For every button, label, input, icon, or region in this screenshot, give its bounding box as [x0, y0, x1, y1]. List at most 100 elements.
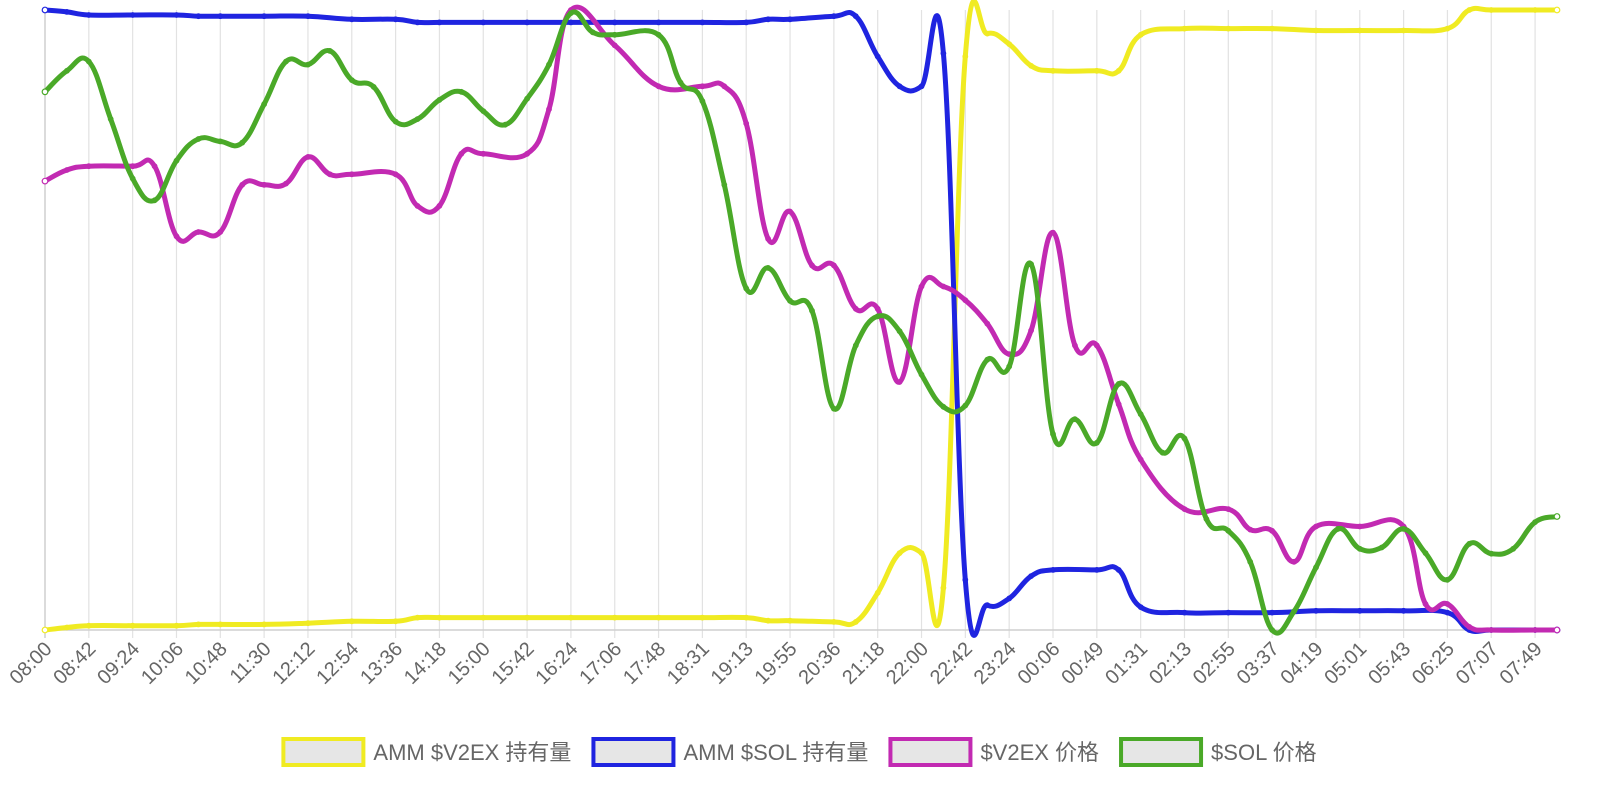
- data-point[interactable]: [1334, 526, 1341, 532]
- data-point[interactable]: [1400, 27, 1407, 34]
- data-point[interactable]: [568, 19, 574, 26]
- data-point[interactable]: [1510, 545, 1517, 552]
- data-point[interactable]: [918, 83, 925, 90]
- data-point[interactable]: [348, 171, 355, 178]
- legend-item[interactable]: AMM $V2EX 持有量: [281, 737, 571, 767]
- data-point[interactable]: [1137, 604, 1144, 610]
- data-point[interactable]: [611, 42, 618, 49]
- data-point[interactable]: [1159, 449, 1166, 456]
- data-point[interactable]: [699, 98, 706, 104]
- data-point[interactable]: [1181, 506, 1188, 513]
- data-point[interactable]: [1400, 526, 1407, 532]
- data-point[interactable]: [568, 10, 574, 17]
- data-point[interactable]: [743, 614, 750, 621]
- data-point[interactable]: [765, 265, 771, 271]
- data-point[interactable]: [392, 16, 399, 23]
- data-point[interactable]: [831, 13, 837, 20]
- data-point[interactable]: [1093, 567, 1100, 573]
- data-point[interactable]: [1071, 416, 1078, 423]
- data-point[interactable]: [1225, 25, 1232, 32]
- legend-item[interactable]: AMM $SOL 持有量: [591, 737, 868, 767]
- data-point[interactable]: [918, 283, 925, 290]
- data-point[interactable]: [962, 402, 969, 409]
- data-point[interactable]: [1466, 7, 1473, 13]
- data-point[interactable]: [874, 53, 881, 60]
- data-point[interactable]: [743, 120, 750, 127]
- data-point[interactable]: [699, 614, 706, 621]
- data-point[interactable]: [1400, 607, 1407, 614]
- legend-label[interactable]: $V2EX 价格: [980, 740, 1099, 765]
- data-point[interactable]: [1225, 506, 1232, 513]
- data-point[interactable]: [1050, 67, 1056, 74]
- data-point[interactable]: [1422, 550, 1429, 556]
- data-point[interactable]: [458, 88, 465, 95]
- data-point[interactable]: [392, 171, 399, 178]
- data-point[interactable]: [809, 307, 815, 314]
- data-point[interactable]: [217, 621, 224, 628]
- data-point[interactable]: [85, 58, 92, 65]
- data-point[interactable]: [765, 16, 771, 23]
- data-point[interactable]: [787, 617, 793, 624]
- data-point[interactable]: [480, 614, 487, 621]
- data-point[interactable]: [655, 31, 662, 38]
- data-point[interactable]: [63, 624, 70, 631]
- data-point[interactable]: [743, 19, 750, 26]
- data-point[interactable]: [85, 163, 92, 170]
- legend[interactable]: AMM $V2EX 持有量 AMM $SOL 持有量 $V2EX 价格 $SOL 价格: [281, 737, 1317, 767]
- data-point[interactable]: [436, 202, 443, 209]
- data-point[interactable]: [1553, 513, 1561, 520]
- data-point[interactable]: [195, 13, 202, 20]
- data-point[interactable]: [743, 285, 750, 292]
- data-point[interactable]: [874, 589, 881, 596]
- legend-swatch[interactable]: [281, 737, 366, 767]
- data-point[interactable]: [1028, 62, 1034, 69]
- data-point[interactable]: [85, 12, 92, 18]
- data-point[interactable]: [129, 622, 136, 629]
- data-point[interactable]: [107, 116, 114, 122]
- data-point[interactable]: [699, 83, 706, 90]
- data-point[interactable]: [874, 305, 881, 312]
- data-point[interactable]: [41, 6, 49, 14]
- data-point[interactable]: [239, 139, 246, 146]
- data-point[interactable]: [1269, 25, 1275, 32]
- data-point[interactable]: [283, 180, 289, 187]
- data-point[interactable]: [173, 233, 180, 240]
- data-point[interactable]: [480, 150, 487, 157]
- data-point[interactable]: [1444, 609, 1451, 616]
- data-point[interactable]: [1028, 327, 1034, 334]
- data-point[interactable]: [1115, 381, 1122, 387]
- data-point[interactable]: [348, 618, 355, 625]
- data-point[interactable]: [1181, 435, 1188, 442]
- data-point[interactable]: [1466, 540, 1473, 547]
- data-point[interactable]: [1225, 609, 1232, 616]
- data-point[interactable]: [502, 121, 509, 128]
- data-point[interactable]: [524, 150, 530, 157]
- data-point[interactable]: [63, 167, 70, 173]
- data-point[interactable]: [1071, 342, 1078, 349]
- data-point[interactable]: [305, 153, 311, 160]
- data-point[interactable]: [896, 83, 903, 90]
- data-point[interactable]: [414, 116, 421, 122]
- data-point[interactable]: [1181, 609, 1188, 616]
- data-point[interactable]: [962, 297, 969, 304]
- data-point[interactable]: [1356, 523, 1363, 530]
- data-point[interactable]: [831, 405, 837, 412]
- data-point[interactable]: [305, 13, 311, 20]
- data-point[interactable]: [1488, 550, 1495, 557]
- data-point[interactable]: [655, 614, 662, 621]
- legend-label[interactable]: AMM $V2EX 持有量: [373, 740, 571, 765]
- data-point[interactable]: [1532, 519, 1538, 525]
- data-point[interactable]: [1269, 609, 1275, 616]
- data-point[interactable]: [261, 13, 268, 20]
- data-point[interactable]: [392, 618, 399, 625]
- data-point[interactable]: [41, 177, 49, 185]
- data-point[interactable]: [1291, 608, 1297, 615]
- data-point[interactable]: [940, 283, 947, 290]
- data-point[interactable]: [1050, 431, 1056, 438]
- data-point[interactable]: [480, 19, 487, 26]
- legend-swatch[interactable]: [1119, 737, 1204, 767]
- data-point[interactable]: [85, 622, 92, 629]
- data-point[interactable]: [940, 403, 947, 410]
- data-point[interactable]: [787, 16, 793, 23]
- data-point[interactable]: [962, 53, 969, 60]
